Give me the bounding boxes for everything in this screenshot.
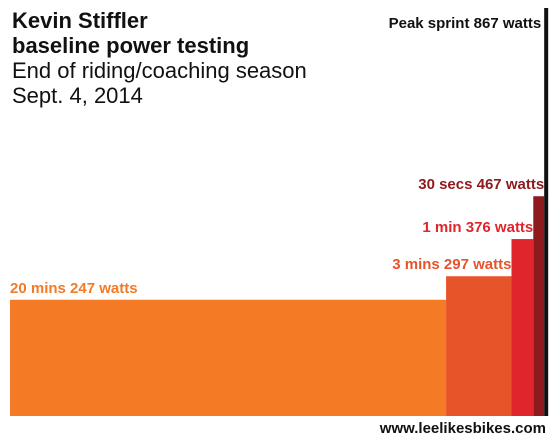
chart-subtitle-line-1: End of riding/coaching season <box>12 58 307 83</box>
bar-label-4: Peak sprint 867 watts <box>389 15 542 32</box>
bar-1 <box>446 276 512 416</box>
chart-title-line-1: Kevin Stiffler <box>12 8 148 33</box>
bar-3 <box>533 196 545 416</box>
bar-2 <box>511 239 534 416</box>
title-block: Kevin Stiffler baseline power testing En… <box>12 8 307 108</box>
bar-label-0: 20 mins 247 watts <box>10 280 138 297</box>
bar-4 <box>544 8 549 416</box>
footer-url: www.leelikesbikes.com <box>379 420 546 437</box>
labels-group: 20 mins 247 watts 3 mins 297 watts 1 min 3… <box>10 15 544 297</box>
chart-title-line-2: baseline power testing <box>12 33 250 58</box>
bar-label-1: 3 mins 297 watts <box>392 256 511 273</box>
bar-0 <box>10 299 447 416</box>
bars-group <box>10 8 549 416</box>
chart-subtitle-line-2: Sept. 4, 2014 <box>12 83 143 108</box>
bar-label-3: 30 secs 467 watts <box>418 176 544 193</box>
bar-label-2: 1 min 376 watts <box>422 219 533 236</box>
